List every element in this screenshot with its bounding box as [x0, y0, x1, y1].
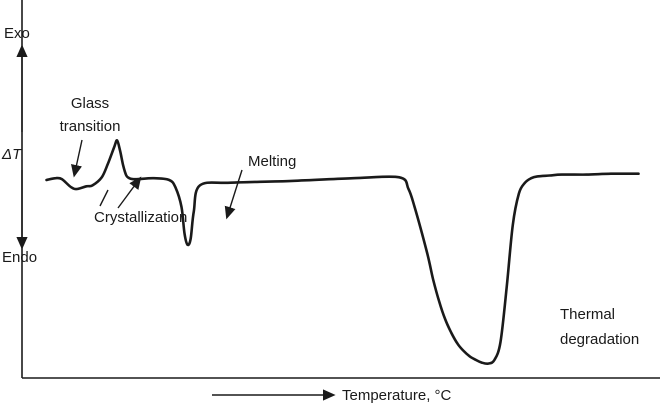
crystallization-pointer-a	[99, 189, 109, 207]
glass-transition-pointer	[71, 139, 83, 178]
annotation-thermal-degradation-line2: degradation	[560, 331, 639, 348]
y-axis-label: ΔT	[1, 146, 23, 163]
y-top-label: Exo	[4, 25, 30, 42]
annotation-glass-transition: Glass	[71, 95, 109, 112]
dsc-curve-line	[45, 139, 640, 366]
annotation-thermal-degradation: Thermal	[560, 306, 615, 323]
melting-pointer	[224, 169, 243, 220]
annotation-crystallization: Crystallization	[94, 209, 187, 226]
annotation-melting: Melting	[248, 153, 296, 170]
y-bottom-label: Endo	[2, 249, 37, 266]
annotation-glass-transition-line2: transition	[60, 118, 121, 135]
crystallization-pointer-b	[117, 176, 142, 209]
x-axis-label: Temperature, °C	[342, 387, 452, 404]
